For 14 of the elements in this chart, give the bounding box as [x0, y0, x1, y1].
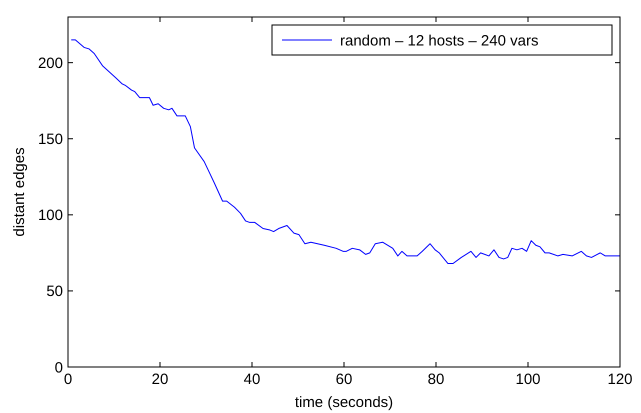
y-tick-label: 0: [54, 359, 63, 376]
x-axis-title: time (seconds): [294, 394, 394, 411]
legend-label: random – 12 hosts – 240 vars: [340, 32, 538, 50]
y-axis-title: distant edges: [11, 147, 28, 237]
x-tick-label: 60: [336, 371, 352, 388]
x-tick-label: 40: [244, 371, 260, 388]
y-tick-label: 100: [38, 207, 63, 224]
x-tick-label: 80: [428, 371, 444, 388]
y-tick-label: 200: [38, 54, 63, 72]
y-tick-label: 50: [46, 283, 63, 300]
x-tick-label: 20: [152, 371, 168, 388]
y-tick-label: 150: [38, 130, 63, 148]
x-tick-label: 120: [607, 371, 633, 388]
x-tick-label: 100: [515, 371, 541, 388]
